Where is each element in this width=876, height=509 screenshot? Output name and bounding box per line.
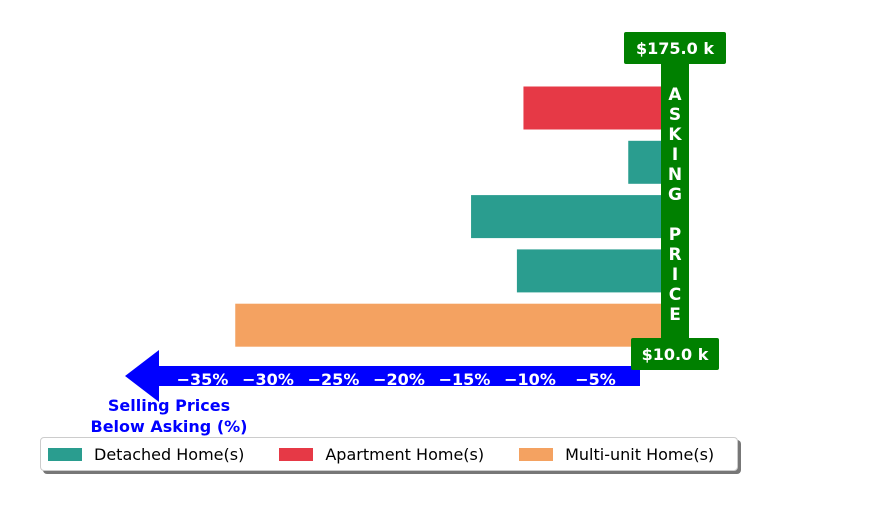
bar-5: [235, 303, 661, 347]
bars-layer: [235, 86, 661, 347]
asking-price-bottom-label: $10.0 k: [642, 345, 709, 364]
legend-label: Apartment Home(s): [325, 444, 485, 464]
x-tick-label: −30%: [242, 370, 294, 389]
x-axis-label: Selling Prices Below Asking (%): [91, 396, 248, 436]
x-tick-label: −5%: [575, 370, 616, 389]
bar-4: [516, 249, 661, 293]
x-tick-label: −10%: [504, 370, 556, 389]
x-axis: −35% −30% −25% −20% −15% −10% −5%: [125, 350, 640, 402]
asking-price-bar: [661, 62, 689, 340]
asking-price-top-label: $175.0 k: [636, 39, 714, 58]
legend-swatch: [519, 447, 554, 461]
legend-item: Detached Home(s): [48, 445, 244, 464]
bar-3: [471, 195, 661, 239]
legend-label: Multi-unit Home(s): [565, 444, 715, 464]
legend-swatch: [279, 447, 314, 461]
x-tick-label: −15%: [439, 370, 491, 389]
legend-label: Detached Home(s): [94, 444, 245, 464]
x-axis-arrow: [125, 350, 640, 402]
legend: Detached Home(s) Apartment Home(s) Multi-u…: [40, 437, 738, 471]
bar-1: [523, 86, 661, 130]
x-tick-label: −20%: [373, 370, 425, 389]
x-axis-title: Selling Prices Below Asking (%): [91, 396, 248, 436]
asking-price-top-box: [624, 32, 726, 64]
legend-swatch: [48, 447, 82, 461]
x-tick-label: −35%: [177, 370, 229, 389]
asking-price-bottom-box: [631, 338, 719, 370]
x-tick-label: −25%: [308, 370, 360, 389]
legend-item: Multi-unit Home(s): [519, 445, 714, 464]
legend-item: Apartment Home(s): [279, 445, 484, 464]
bar-2: [628, 140, 661, 184]
